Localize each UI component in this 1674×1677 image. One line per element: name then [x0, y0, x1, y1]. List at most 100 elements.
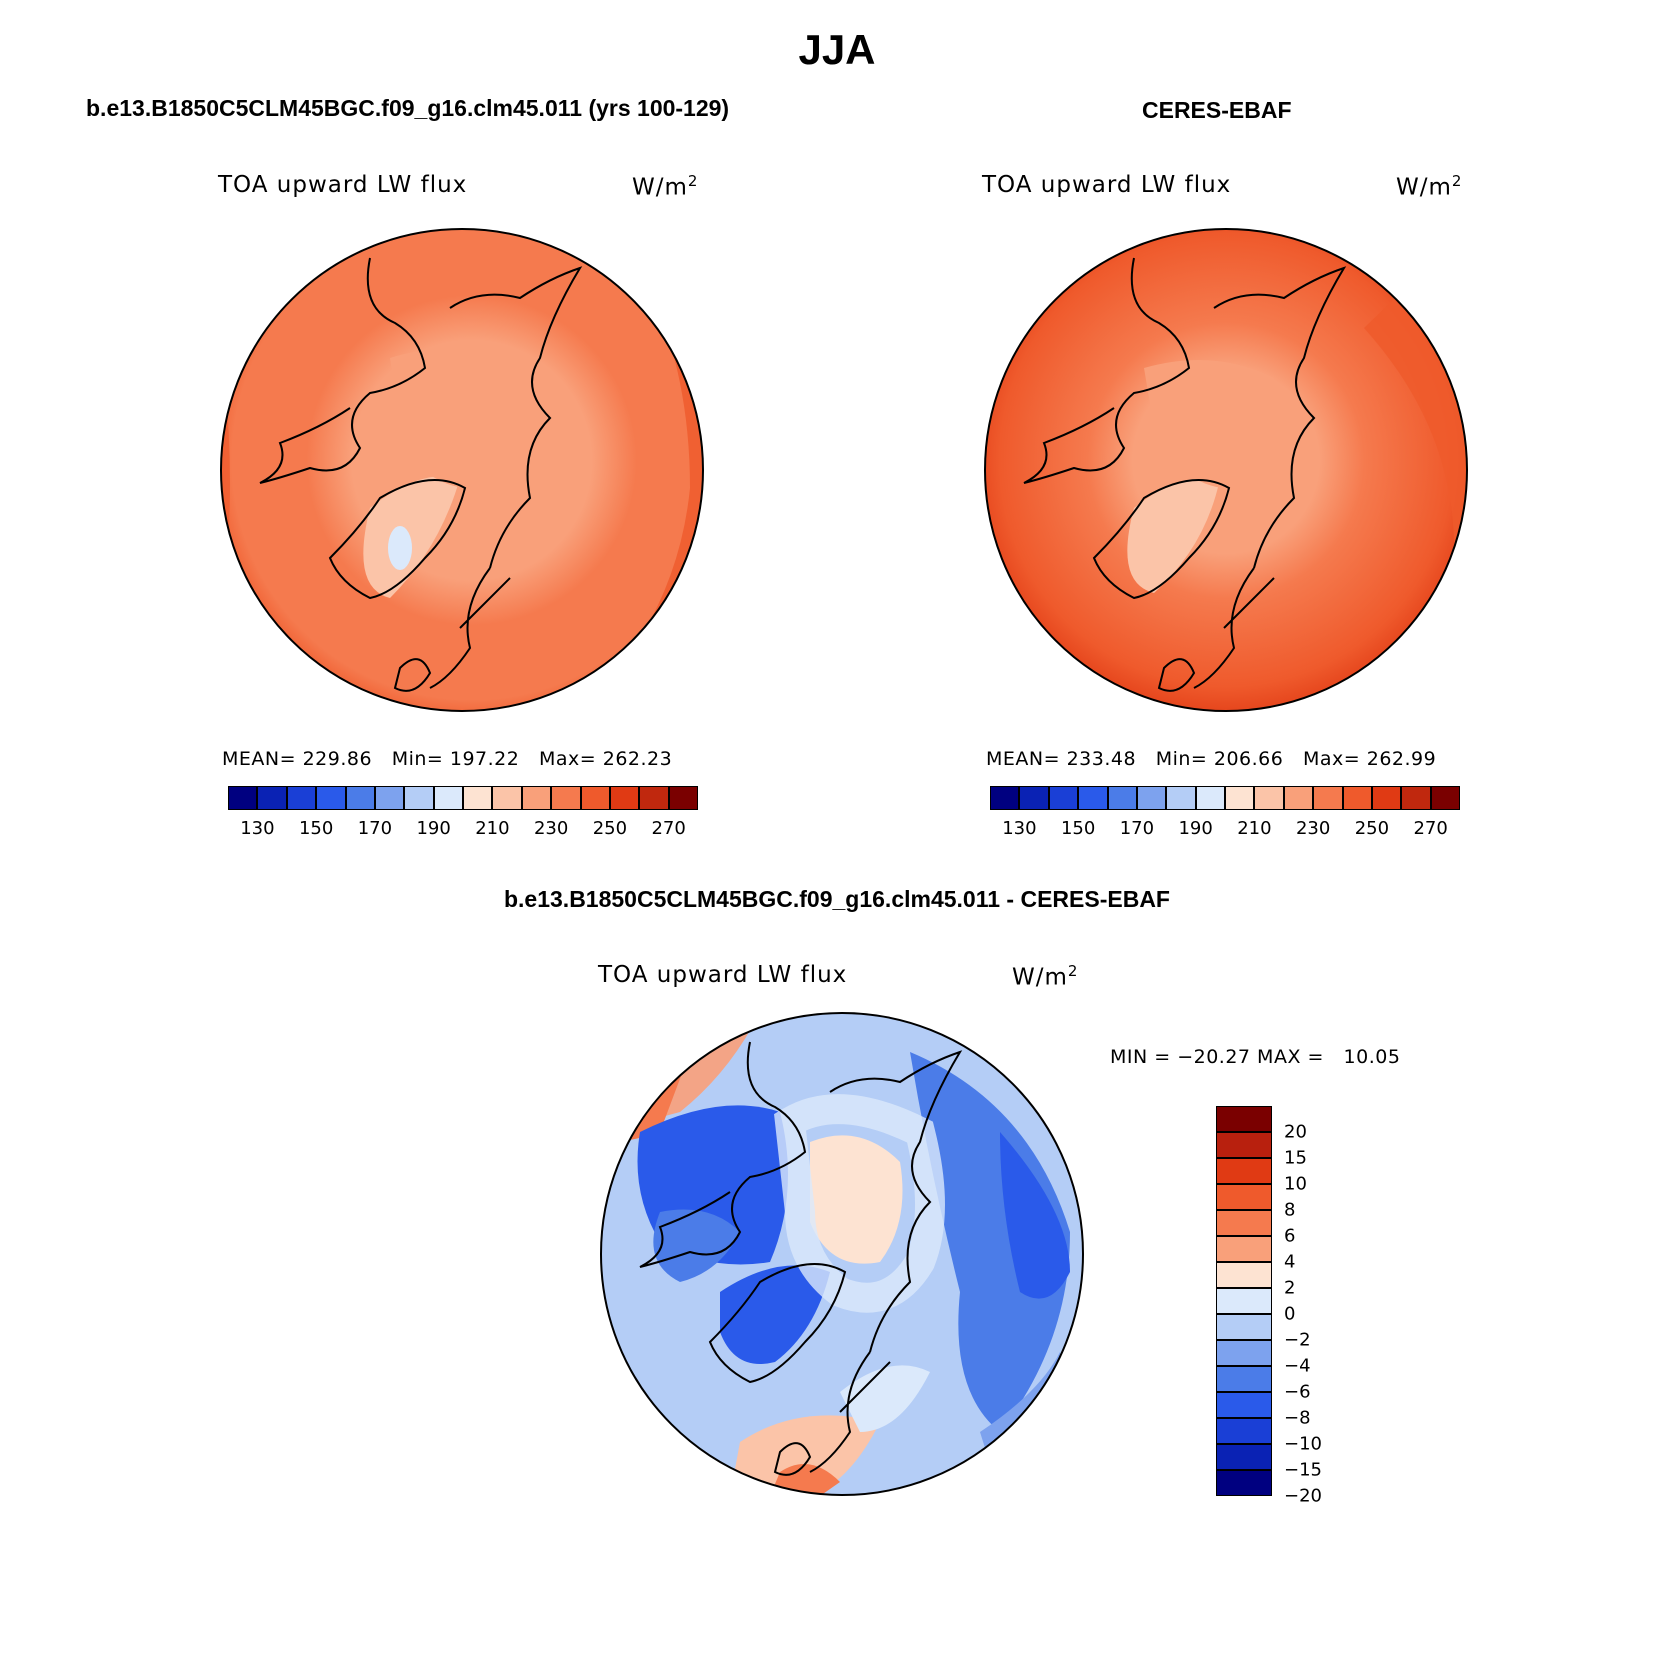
panel1-colorbar-swatch: [580, 786, 610, 810]
panel2-polar-map: [984, 228, 1468, 712]
panel2-units-label: W/m2: [1396, 172, 1463, 201]
panel1-colorbar-swatch: [551, 786, 581, 810]
panel3-colorbar-tick-label: −20: [1284, 1485, 1322, 1507]
panel2-colorbar-swatch: [1401, 786, 1431, 810]
panel1-colorbar-swatch: [668, 786, 698, 810]
panel2-colorbar-tick-label: 270: [1413, 818, 1448, 839]
panel2-colorbar-swatch: [1048, 786, 1079, 810]
panel1-colorbar-swatch: [521, 786, 552, 810]
panel2-colorbar-swatch: [1225, 786, 1255, 810]
panel1-colorbar-tick-label: 250: [592, 818, 628, 839]
panel3-colorbar-tick-label: −4: [1284, 1355, 1311, 1377]
panel3-colorbar-tick-label: −2: [1284, 1329, 1311, 1351]
panel3-minmax: MIN = −20.27 MAX = 10.05: [1110, 1046, 1401, 1068]
panel1-variable-label: TOA upward LW flux: [218, 172, 468, 198]
panel3-colorbar-swatch: [1216, 1366, 1272, 1392]
panel1-stats: MEAN= 229.86 Min= 197.22 Max= 262.23: [222, 748, 673, 770]
panel2-colorbar-swatch: [1371, 786, 1402, 810]
panel2-colorbar: [990, 786, 1460, 810]
panel3-colorbar-tick-label: −6: [1284, 1381, 1311, 1403]
panel3-colorbar-swatch: [1216, 1106, 1272, 1132]
panel2-colorbar-swatch: [1107, 786, 1137, 810]
panel2-colorbar-tick-label: 210: [1237, 818, 1272, 839]
panel2-colorbar-swatch: [1313, 786, 1343, 810]
panel1-colorbar-swatch: [228, 786, 258, 810]
panel3-colorbar-tick-label: −8: [1284, 1407, 1311, 1429]
panel1-colorbar-swatch: [404, 786, 434, 810]
panel3-variable-label: TOA upward LW flux: [598, 962, 848, 988]
panel3-colorbar-swatch: [1216, 1262, 1272, 1288]
panel3-colorbar-swatch: [1216, 1340, 1272, 1366]
panel1-colorbar-swatch: [492, 786, 522, 810]
panel1-colorbar-swatch: [257, 786, 287, 810]
panel1-colorbar-tick-label: 190: [416, 818, 451, 839]
panel2-colorbar-swatch: [1283, 786, 1314, 810]
panel2-title: CERES-EBAF: [1142, 97, 1292, 123]
panel3-colorbar-swatch: [1216, 1158, 1272, 1184]
panel3-units-label: W/m2: [1012, 962, 1079, 991]
panel3-colorbar-tick-label: 4: [1284, 1251, 1296, 1273]
panel1-colorbar-tick-label: 270: [651, 818, 686, 839]
panel1-colorbar-labels: 130 150 170 190 210 230 250 270: [228, 818, 698, 842]
panel1-colorbar: [228, 786, 698, 810]
panel3-colorbar-tick-label: 6: [1284, 1225, 1296, 1247]
panel2-colorbar-tick-label: 250: [1354, 818, 1390, 839]
panel3-colorbar-swatch: [1216, 1210, 1272, 1236]
panel2-colorbar-tick-label: 130: [1002, 818, 1037, 839]
panel2-stats: MEAN= 233.48 Min= 206.66 Max= 262.99: [986, 748, 1437, 770]
panel1-colorbar-swatch: [316, 786, 346, 810]
panel3-title: b.e13.B1850C5CLM45BGC.f09_g16.clm45.011 …: [503, 886, 1170, 912]
panel2-colorbar-swatch: [1136, 786, 1167, 810]
panel3-colorbar-labels: 20 15 10 8 6 4 2 0 −2 −4 −6 −8 −10 −15 −20: [1284, 1106, 1344, 1507]
panel3-colorbar-tick-label: 20: [1284, 1121, 1307, 1143]
panel1-colorbar-swatch: [374, 786, 405, 810]
panel1-colorbar-swatch: [463, 786, 493, 810]
panel3-colorbar-swatch: [1216, 1132, 1272, 1158]
panel1-colorbar-tick-label: 210: [475, 818, 510, 839]
panel1-colorbar-swatch: [345, 786, 375, 810]
panel3-colorbar-swatch: [1216, 1470, 1272, 1496]
panel3-colorbar-tick-label: 15: [1284, 1147, 1307, 1169]
panel1-colorbar-tick-label: 150: [298, 818, 334, 839]
panel2-colorbar-swatch: [1195, 786, 1225, 810]
panel3-colorbar-swatch: [1216, 1392, 1272, 1418]
panel3-colorbar-swatch: [1216, 1418, 1272, 1444]
panel1-polar-map: [220, 228, 704, 712]
panel2-variable-label: TOA upward LW flux: [982, 172, 1232, 198]
panel2-colorbar-tick-label: 170: [1119, 818, 1155, 839]
panel3-colorbar-tick-label: 2: [1284, 1277, 1296, 1299]
panel3-colorbar-swatch: [1216, 1288, 1272, 1314]
panel2-colorbar-swatch: [990, 786, 1020, 810]
panel1-colorbar-swatch: [286, 786, 317, 810]
panel2-colorbar-swatch: [1254, 786, 1284, 810]
panel1-units-label: W/m2: [632, 172, 699, 201]
panel2-colorbar-swatch: [1166, 786, 1196, 810]
panel3-colorbar-tick-label: −10: [1284, 1433, 1322, 1455]
panel1-colorbar-tick-label: 130: [240, 818, 275, 839]
panel3-colorbar-swatch: [1216, 1314, 1272, 1340]
panel3-colorbar: [1216, 1106, 1272, 1496]
panel3-colorbar-tick-label: 0: [1284, 1303, 1296, 1325]
panel3-polar-map: [600, 1012, 1084, 1496]
panel2-colorbar-swatch: [1078, 786, 1108, 810]
panel2-colorbar-tick-label: 150: [1060, 818, 1096, 839]
panel1-colorbar-swatch: [639, 786, 669, 810]
panel2-colorbar-swatch: [1342, 786, 1372, 810]
panel1-colorbar-tick-label: 230: [533, 818, 569, 839]
panel3-colorbar-swatch: [1216, 1444, 1272, 1470]
panel1-title: b.e13.B1850C5CLM45BGC.f09_g16.clm45.011 …: [86, 95, 730, 121]
panel2-colorbar-swatch: [1430, 786, 1460, 810]
panel3-colorbar-tick-label: 10: [1284, 1173, 1307, 1195]
panel2-colorbar-tick-label: 190: [1178, 818, 1213, 839]
panel3-colorbar-swatch: [1216, 1236, 1272, 1262]
panel3-colorbar-tick-label: −15: [1284, 1459, 1322, 1481]
panel3-colorbar-tick-label: 8: [1284, 1199, 1296, 1221]
panel2-colorbar-tick-label: 230: [1295, 818, 1331, 839]
panel2-colorbar-labels: 130 150 170 190 210 230 250 270: [990, 818, 1460, 842]
figure-title: JJA: [798, 26, 876, 73]
panel1-colorbar-swatch: [609, 786, 640, 810]
panel1-colorbar-swatch: [433, 786, 463, 810]
panel1-colorbar-tick-label: 170: [357, 818, 393, 839]
panel2-colorbar-swatch: [1019, 786, 1049, 810]
panel3-colorbar-swatch: [1216, 1184, 1272, 1210]
